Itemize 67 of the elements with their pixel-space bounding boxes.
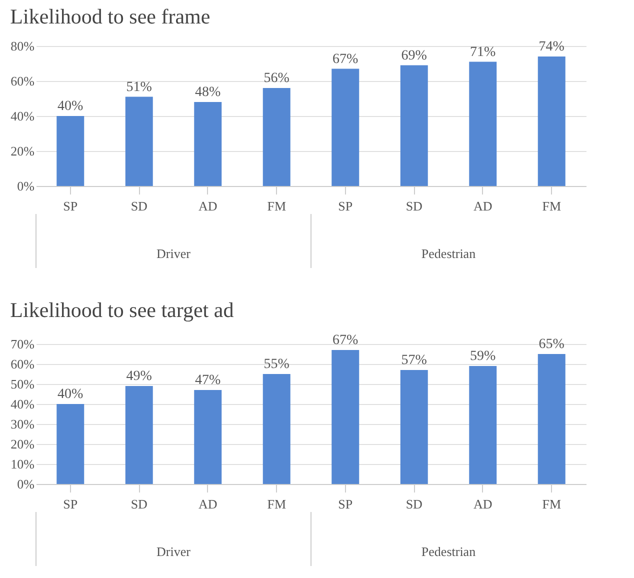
chart-title: Likelihood to see target ad	[10, 298, 234, 322]
bar	[194, 390, 222, 484]
data-label: 74%	[538, 40, 565, 54]
data-label: 55%	[264, 357, 290, 372]
bar	[56, 116, 84, 186]
bar	[469, 366, 497, 484]
x-tick-label: SD	[406, 198, 422, 214]
text: Driver	[156, 544, 192, 559]
x-tick-label: FM	[267, 198, 286, 214]
data-label: 65%	[538, 337, 565, 352]
y-tick-label: 30%	[10, 416, 35, 432]
y-tick-label: 70%	[10, 336, 35, 352]
bar	[332, 68, 360, 186]
y-tick-label: 50%	[10, 376, 35, 392]
x-tick-label: SD	[130, 496, 148, 512]
data-label: 48%	[195, 85, 222, 100]
y-tick-label: 0%	[17, 178, 35, 194]
bar	[194, 102, 222, 186]
bar	[469, 62, 497, 186]
x-tick-label: SP	[63, 496, 78, 512]
x-tick-label: SD	[406, 496, 422, 512]
x-tick-label: SD	[130, 198, 148, 214]
data-label: 51%	[126, 80, 152, 95]
y-tick-label: 0%	[17, 476, 35, 492]
data-label: 57%	[401, 353, 428, 368]
bar	[400, 65, 428, 186]
y-tick-label: 40%	[10, 108, 35, 124]
data-label: 69%	[401, 48, 428, 64]
y-tick-label: 40%	[10, 396, 35, 412]
bar	[538, 56, 566, 186]
x-tick-label: SP	[338, 198, 353, 214]
bar	[400, 370, 428, 484]
x-tick-label: AD	[198, 496, 218, 512]
x-tick-label: FM	[542, 496, 562, 512]
y-tick-label: 20%	[10, 144, 35, 158]
text: Driver	[156, 246, 192, 261]
data-label: 59%	[470, 349, 496, 364]
data-label: 67%	[332, 333, 359, 348]
y-tick-label: 60%	[10, 356, 35, 372]
data-label: 49%	[126, 369, 152, 384]
y-tick-label: 20%	[10, 436, 35, 452]
x-tick-label: AD	[198, 198, 218, 214]
data-label: 67%	[332, 52, 359, 67]
bar	[125, 96, 153, 186]
y-tick-label: 10%	[10, 456, 35, 472]
x-tick-label: AD	[473, 198, 492, 214]
chart-title: Likelihood to see frame	[10, 4, 210, 28]
data-label: 40%	[58, 99, 84, 114]
bar	[56, 404, 84, 484]
text: Pedestrian	[421, 246, 476, 261]
data-label: 56%	[264, 71, 290, 86]
bar	[332, 350, 360, 484]
data-label: 40%	[58, 387, 84, 402]
bar	[262, 374, 290, 484]
text: Pedestrian	[421, 544, 476, 559]
data-label: 71%	[470, 44, 496, 60]
x-tick-label: SP	[63, 198, 78, 214]
bar	[538, 354, 566, 484]
bar	[125, 386, 153, 484]
y-tick-label: 60%	[10, 74, 35, 88]
x-tick-label: AD	[473, 496, 492, 512]
x-tick-label: FM	[267, 496, 286, 512]
bar	[262, 88, 290, 186]
x-tick-label: SP	[338, 496, 353, 512]
x-tick-label: FM	[542, 198, 562, 214]
y-tick-label: 80%	[10, 38, 35, 54]
data-label: 47%	[195, 373, 222, 388]
